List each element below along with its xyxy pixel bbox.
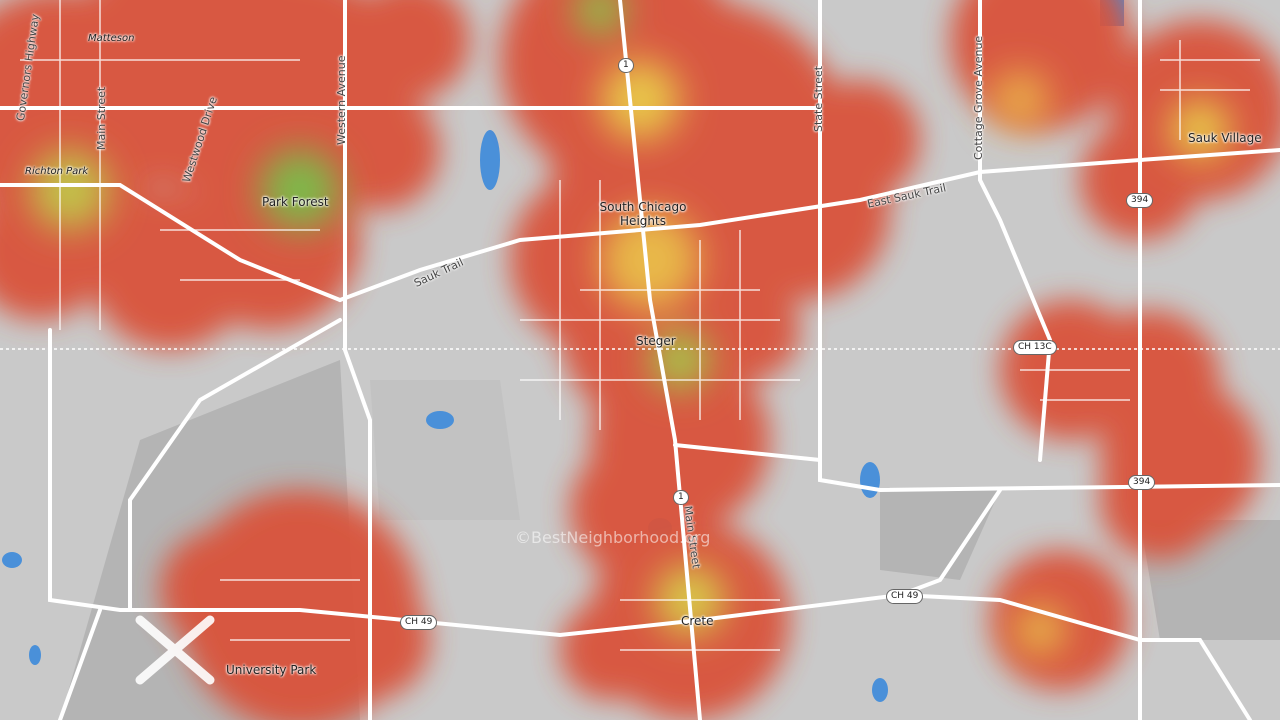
watermark: ©BestNeighborhood.org <box>515 528 711 547</box>
route-shield: CH 13C <box>1013 340 1057 355</box>
road-label: Cottage Grove Avenue <box>972 35 985 160</box>
place-label: Matteson <box>88 33 135 44</box>
place-label: Richton Park <box>25 166 89 177</box>
place-label: Steger <box>636 334 676 348</box>
place-label: Park Forest <box>262 195 329 209</box>
place-label: Sauk Village <box>1188 131 1262 145</box>
road-label: State Street <box>812 65 825 132</box>
road-label: Main Street <box>95 86 108 150</box>
marker <box>135 615 215 685</box>
route-shield: 394 <box>1126 193 1154 208</box>
route-shield: CH 49 <box>886 589 924 604</box>
place-label: University Park <box>226 663 317 677</box>
place-label: Crete <box>681 614 714 628</box>
route-shield: 1 <box>618 58 634 73</box>
place-label: South Chicago Heights <box>599 200 687 228</box>
streets <box>20 0 1260 651</box>
route-shield: 1 <box>673 490 689 505</box>
heat-hot <box>30 0 1230 655</box>
route-shield: 394 <box>1128 475 1156 490</box>
road-label: Western Avenue <box>335 55 348 145</box>
route-shield: CH 49 <box>400 615 438 630</box>
